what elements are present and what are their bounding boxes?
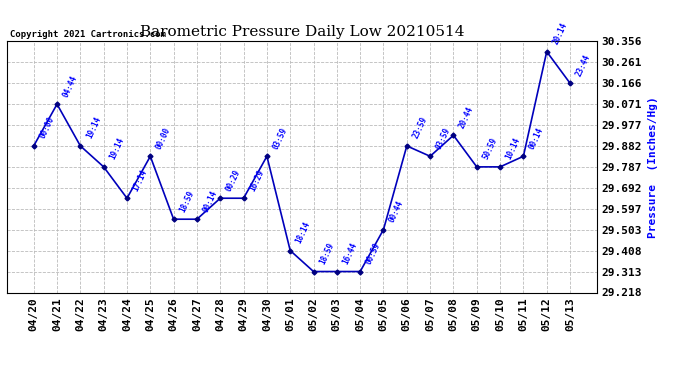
Text: 00:14: 00:14 <box>528 126 546 151</box>
Text: 18:59: 18:59 <box>317 241 335 266</box>
Text: 03:59: 03:59 <box>271 126 289 151</box>
Text: 50:59: 50:59 <box>481 136 499 161</box>
Text: 16:29: 16:29 <box>248 168 266 193</box>
Y-axis label: Pressure  (Inches/Hg): Pressure (Inches/Hg) <box>648 96 658 238</box>
Text: 00:14: 00:14 <box>201 189 219 214</box>
Text: 19:14: 19:14 <box>84 116 102 140</box>
Text: 19:14: 19:14 <box>108 136 126 161</box>
Text: 10:14: 10:14 <box>504 136 522 161</box>
Text: 04:44: 04:44 <box>61 74 79 99</box>
Text: 23:59: 23:59 <box>411 116 429 140</box>
Text: 18:14: 18:14 <box>295 220 313 245</box>
Text: 00:00: 00:00 <box>38 116 56 140</box>
Text: 18:59: 18:59 <box>178 189 196 214</box>
Text: 00:44: 00:44 <box>388 199 406 224</box>
Text: 17:14: 17:14 <box>131 168 149 193</box>
Text: 03:59: 03:59 <box>434 126 452 151</box>
Text: 00:29: 00:29 <box>224 168 242 193</box>
Text: 20:14: 20:14 <box>551 21 569 46</box>
Title: Barometric Pressure Daily Low 20210514: Barometric Pressure Daily Low 20210514 <box>139 25 464 39</box>
Text: 00:00: 00:00 <box>155 126 172 151</box>
Text: 23:44: 23:44 <box>574 53 592 78</box>
Text: 20:44: 20:44 <box>457 105 475 130</box>
Text: Copyright 2021 Cartronics.com: Copyright 2021 Cartronics.com <box>10 30 166 39</box>
Text: 00:59: 00:59 <box>364 241 382 266</box>
Text: 16:44: 16:44 <box>341 241 359 266</box>
